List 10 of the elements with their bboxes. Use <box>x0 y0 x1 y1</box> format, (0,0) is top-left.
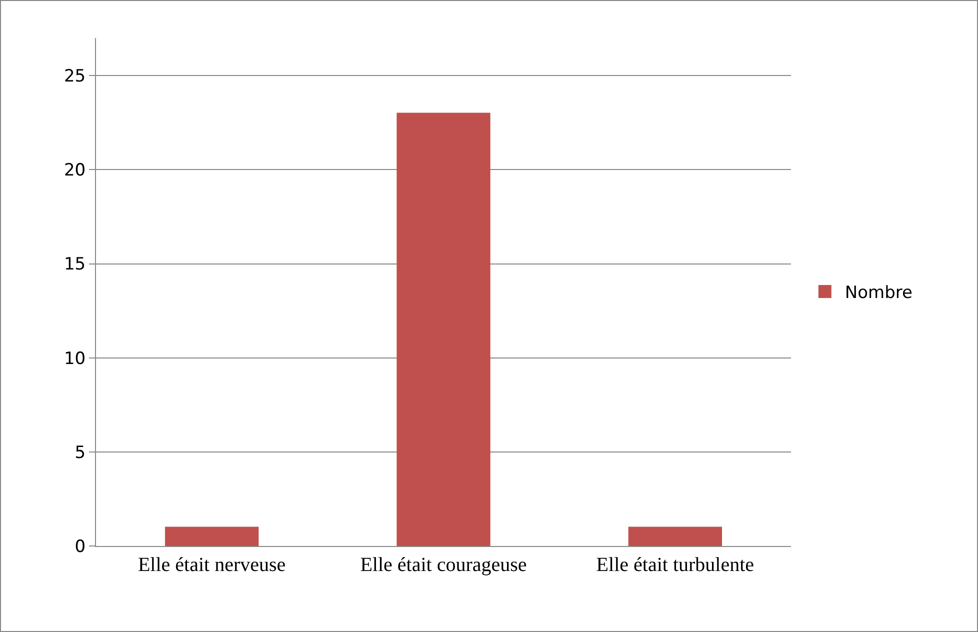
x-tick-label: Elle était turbulente <box>596 554 754 576</box>
y-tick-label: 25 <box>64 66 86 87</box>
x-tick-label: Elle était courageuse <box>360 554 527 576</box>
y-tick-label: 10 <box>64 348 86 369</box>
x-tick-label: Elle était nerveuse <box>138 554 286 576</box>
y-tick-label: 15 <box>64 254 86 275</box>
y-tick-label: 0 <box>74 536 86 557</box>
y-tick-label: 5 <box>74 442 86 463</box>
legend-label: Nombre <box>844 283 912 304</box>
y-tick-label: 20 <box>64 160 86 181</box>
